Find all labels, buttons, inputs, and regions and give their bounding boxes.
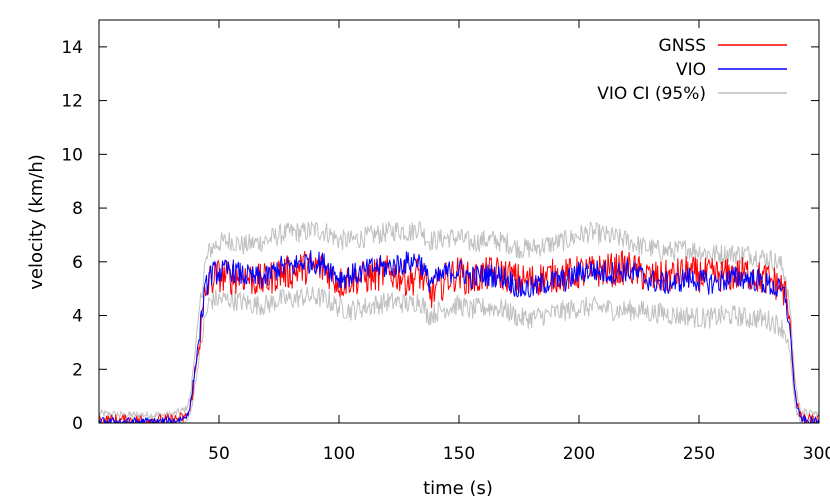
x-tick-label: 100: [323, 444, 355, 464]
legend-label: VIO CI (95%): [597, 84, 706, 104]
y-tick-label: 14: [61, 38, 83, 58]
series-vio-line: [99, 250, 819, 423]
series-ci-lower-line: [99, 286, 819, 423]
plot-frame: [98, 19, 820, 424]
y-tick-label: 4: [72, 307, 83, 327]
x-tick-label: 200: [563, 444, 595, 464]
x-axis-title: time (s): [423, 478, 493, 496]
legend-label: VIO: [676, 60, 706, 80]
x-tick-label: 250: [683, 444, 715, 464]
y-tick-label: 12: [61, 92, 83, 112]
x-tick-label: 150: [443, 444, 475, 464]
y-tick-label: 8: [72, 199, 83, 219]
y-tick-label: 10: [61, 145, 83, 165]
legend: GNSS VIO VIO CI (95%): [597, 36, 787, 104]
y-tick-label: 0: [72, 414, 83, 434]
series-ci-upper-line: [99, 220, 819, 421]
legend-label: GNSS: [659, 36, 706, 56]
x-tick-label: 300: [803, 444, 830, 464]
y-axis-title: velocity (km/h): [26, 154, 47, 290]
series-group: [99, 220, 819, 423]
axes: 50 100 150 200 250 300 0 2 4 6 8 10 12 14: [61, 19, 830, 464]
y-tick-label: 6: [72, 253, 83, 273]
series-gnss-line: [99, 249, 819, 423]
plot-area: [99, 220, 819, 423]
x-tick-label: 50: [208, 444, 230, 464]
y-tick-label: 2: [72, 360, 83, 380]
